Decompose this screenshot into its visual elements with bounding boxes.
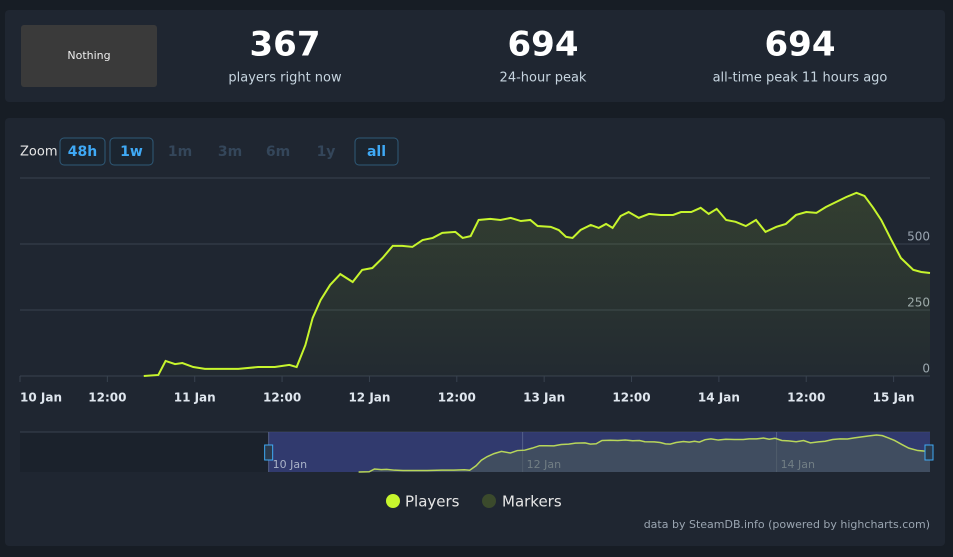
navigator-line-area — [358, 434, 931, 472]
x-tick-label: 15 Jan — [873, 391, 915, 405]
x-tick-label: 12:00 — [612, 391, 650, 405]
x-tick-label: 12:00 — [787, 391, 825, 405]
zoom-button-label[interactable]: all — [367, 144, 386, 160]
x-tick-label: 11 Jan — [174, 391, 216, 405]
y-tick-label: 500 — [907, 230, 930, 244]
x-tick-label: 12:00 — [438, 391, 476, 405]
stat-value: 694 — [765, 25, 836, 65]
navigator-tick-label: 10 Jan — [273, 458, 307, 471]
x-tick-label: 12:00 — [88, 391, 126, 405]
x-tick-label: 14 Jan — [698, 391, 740, 405]
zoom-button-label[interactable]: 48h — [68, 144, 97, 160]
stat-label: all-time peak 11 hours ago — [713, 71, 888, 86]
line — [143, 191, 931, 377]
image-label: Nothing — [67, 49, 110, 62]
zoom-button[interactable] — [109, 137, 154, 166]
x-tick-label: 13 Jan — [523, 391, 565, 405]
zoom-label: Zoom — [20, 145, 57, 160]
zoom-button-label: 6m — [266, 144, 290, 160]
legend-marker — [386, 494, 400, 508]
legend-marker — [482, 494, 496, 508]
x-tick-label: 10 Jan — [20, 391, 62, 405]
stat-value: 694 — [508, 25, 579, 65]
zoom-button-label: 1m — [168, 144, 192, 160]
navigator-handle[interactable] — [264, 444, 274, 461]
navigator-handle[interactable] — [924, 444, 934, 461]
navigator-line — [358, 434, 931, 473]
legend-label[interactable]: Markers — [502, 493, 562, 511]
x-tick-label: 12:00 — [263, 391, 301, 405]
zoom-button[interactable] — [59, 137, 106, 166]
legend-label[interactable]: Players — [405, 493, 460, 511]
image-placeholder — [21, 25, 157, 87]
zoom-button[interactable] — [354, 137, 399, 166]
zoom-button-label[interactable]: 1w — [120, 144, 143, 160]
zoom-button-label: 1y — [317, 144, 336, 160]
zoom-button-label: 3m — [218, 144, 242, 160]
stats-panel — [5, 10, 945, 102]
credits[interactable]: data by SteamDB.info (powered by highcha… — [644, 518, 930, 531]
stat-label: 24-hour peak — [500, 71, 587, 86]
stat-label: players right now — [228, 71, 342, 86]
x-tick-label: 12 Jan — [348, 391, 390, 405]
line-area — [143, 192, 930, 376]
stat-value: 367 — [250, 25, 321, 65]
